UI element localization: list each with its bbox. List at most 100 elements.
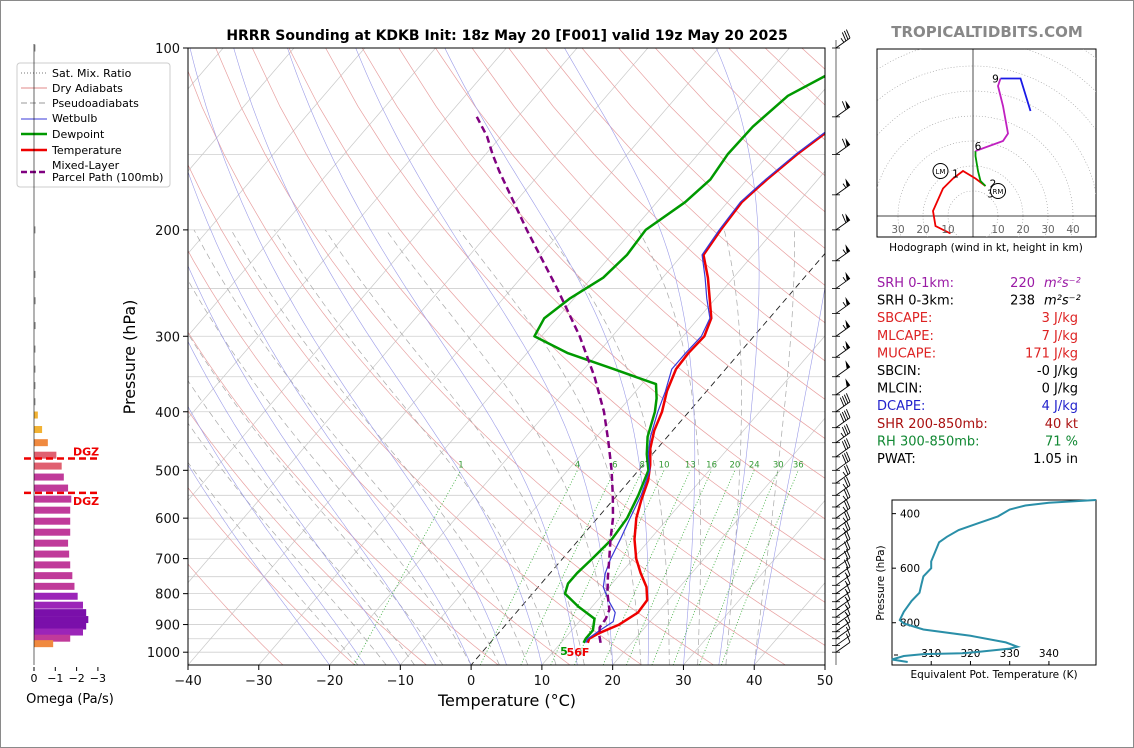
mixing-ratio-label: 4 — [575, 460, 580, 470]
dry-adiabat — [188, 487, 355, 665]
wind-barb — [835, 137, 851, 155]
pseudoadiabat — [638, 229, 701, 665]
barb-full — [839, 413, 845, 423]
param-value: 220 — [1010, 276, 1035, 291]
barb-full — [845, 393, 851, 402]
barb-half — [840, 38, 845, 43]
barb-full — [845, 558, 851, 567]
barb-full — [845, 488, 851, 498]
wind-barb — [835, 549, 851, 569]
barb-full — [845, 424, 851, 433]
omega-bar — [34, 634, 71, 642]
dry-adiabat — [188, 249, 571, 665]
isotherm-line — [188, 48, 507, 419]
parameter-table: SRH 0-1km: 220 m²s⁻² SRH 0-3km: 238 m²s⁻² SBCA… — [877, 276, 1081, 467]
wetbulb-background-line — [753, 285, 825, 665]
mixing-ratio-label: 16 — [706, 460, 717, 470]
barb-flag — [845, 137, 850, 147]
isotherm-line — [612, 417, 825, 665]
param-value: 171 J/kg — [1025, 346, 1078, 361]
barb-full — [845, 464, 851, 474]
hodograph-height-label: 2 — [990, 179, 997, 191]
wind-barb — [835, 530, 851, 550]
wind-barb — [835, 244, 851, 262]
storm-motion-label: RM — [993, 188, 1004, 196]
mixing-ratio-line — [574, 470, 665, 665]
watermark: TROPICALTIDBITS.COM — [891, 23, 1083, 41]
legend-dry-adiabats: Dry Adiabats — [52, 82, 123, 95]
dry-adiabat — [288, 48, 825, 603]
dry-adiabat — [251, 48, 825, 646]
omega-bar — [34, 622, 87, 630]
hodograph-trace — [975, 78, 1009, 152]
pseudoadiabat — [193, 229, 500, 665]
wind-barb — [835, 438, 851, 458]
barb-shaft — [835, 432, 851, 444]
x-tick-label: 50 — [817, 674, 834, 689]
dgz-label: DGZ — [73, 495, 99, 508]
barb-shaft — [835, 528, 851, 540]
omega-bar — [34, 345, 36, 353]
omega-bar — [34, 640, 54, 648]
skewt-background — [188, 48, 825, 665]
omega-bar — [34, 297, 36, 305]
mixing-ratio-label: 8 — [640, 460, 645, 470]
dry-adiabat — [188, 164, 643, 665]
barb-flag — [845, 296, 850, 306]
barb-shaft — [835, 417, 851, 429]
barb-shaft — [835, 557, 851, 569]
barb-half — [842, 483, 847, 489]
param-label: DCAPE: — [877, 399, 925, 414]
barb-full — [845, 530, 851, 540]
barb-half — [842, 527, 847, 533]
barb-full — [843, 394, 849, 404]
wind-barb — [835, 360, 851, 378]
barb-full — [841, 441, 847, 450]
omega-bar — [34, 616, 89, 624]
barb-flag — [845, 340, 850, 350]
x-tick-label: 0 — [467, 674, 475, 689]
y-tick-label: 300 — [155, 330, 180, 345]
wetbulb-background-line — [188, 340, 401, 665]
pseudoadiabat — [188, 279, 472, 665]
wind-barb — [835, 424, 851, 444]
barb-shaft — [835, 144, 851, 155]
barb-shaft — [835, 518, 851, 530]
pseudoadiabat — [188, 461, 359, 665]
barb-flag — [845, 378, 850, 388]
barb-full — [845, 583, 851, 592]
barb-half — [842, 506, 847, 512]
barb-shaft — [835, 538, 851, 550]
barb-full — [843, 559, 849, 569]
param-value: 7 J/kg — [1042, 329, 1078, 344]
wind-barb — [835, 178, 851, 196]
barb-full — [843, 410, 849, 420]
omega-bar — [34, 411, 38, 419]
omega-bar — [34, 561, 71, 569]
y-tick-label: 400 — [155, 406, 180, 421]
hodograph-trace — [974, 151, 987, 187]
omega-bar — [34, 506, 71, 514]
mixing-ratio-label: 30 — [773, 460, 784, 470]
storm-motion-label: LM — [936, 168, 946, 176]
mixing-ratio-label: 36 — [793, 460, 804, 470]
wind-barb — [835, 558, 851, 578]
y-tick-label: 200 — [155, 224, 180, 239]
omega-bar — [34, 572, 73, 580]
barb-full — [845, 510, 851, 520]
isotherm-line — [683, 499, 825, 665]
pseudoadiabat — [325, 229, 585, 665]
barb-shaft — [835, 366, 851, 378]
barb-full — [845, 633, 851, 643]
legend: Sat. Mix. Ratio Dry Adiabats Pseudoadiab… — [16, 62, 171, 188]
param-value: 238 — [1010, 294, 1035, 309]
barb-full — [845, 605, 851, 615]
barb-full — [843, 478, 849, 487]
surface-temp-label: 56F — [567, 646, 590, 659]
omega-bar — [34, 628, 83, 636]
param-value: 3 J/kg — [1042, 311, 1078, 326]
barb-shaft — [835, 446, 851, 458]
param-value: 1.05 in — [1033, 452, 1078, 467]
hodograph-ring-label: 30 — [891, 224, 904, 236]
param-label: MLCAPE: — [877, 329, 934, 344]
